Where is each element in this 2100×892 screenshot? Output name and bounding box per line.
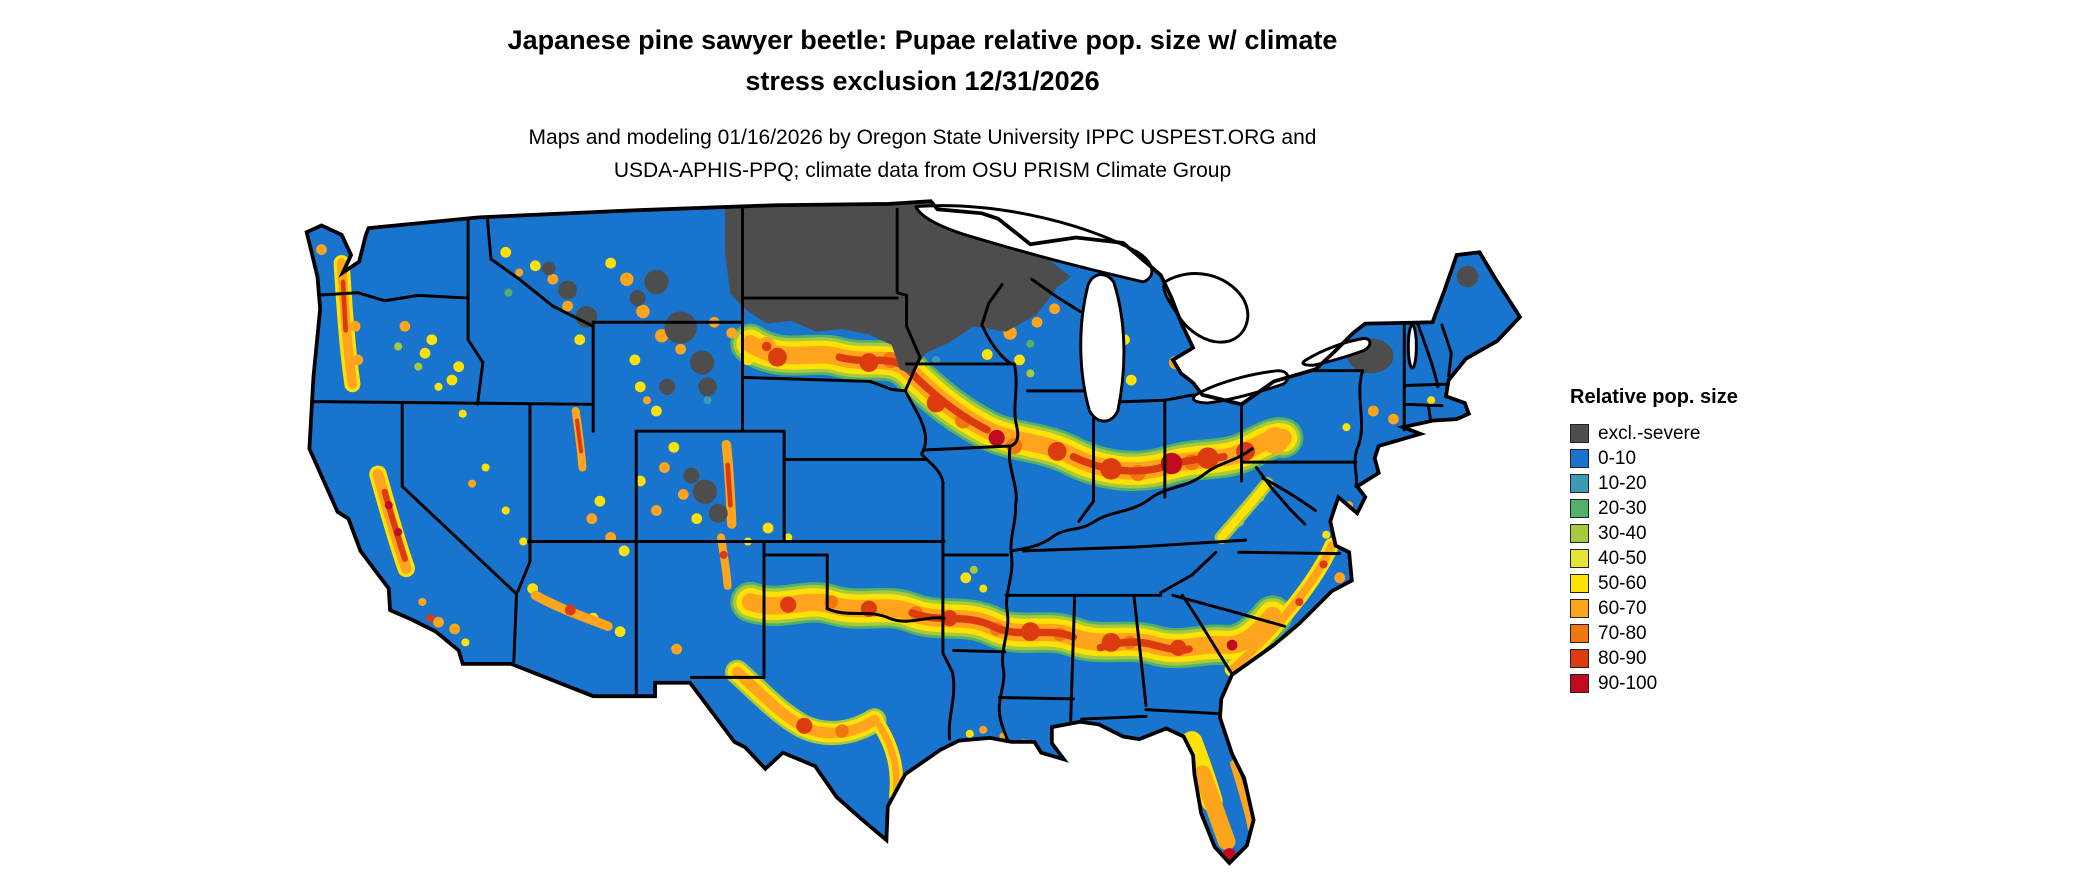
legend-label: 70-80 — [1598, 623, 1647, 644]
map-yellow-speckles — [419, 246, 1436, 738]
figure-title-line-2: stress exclusion 12/31/2026 — [745, 66, 1100, 96]
legend-entry: 20-30 — [1570, 496, 1830, 521]
legend-swatch — [1570, 424, 1589, 443]
legend-swatch — [1570, 574, 1589, 593]
us-map-container — [304, 198, 1528, 885]
lake-erie — [1191, 369, 1290, 405]
legend-entry: 80-90 — [1570, 646, 1830, 671]
lake-michigan — [1079, 273, 1126, 423]
legend-label: 0-10 — [1598, 448, 1637, 469]
legend-label: 80-90 — [1598, 648, 1647, 669]
legend-label: 20-30 — [1598, 498, 1647, 519]
legend-title: Relative pop. size — [1570, 386, 1738, 408]
legend-entry: 90-100 — [1570, 671, 1830, 696]
legend-swatch — [1570, 624, 1589, 643]
legend-entry: 10-20 — [1570, 471, 1830, 496]
figure-title: Japanese pine sawyer beetle: Pupae relat… — [0, 20, 1845, 102]
figure-subtitle-line-2: USDA-APHIS-PPQ; climate data from OSU PR… — [613, 159, 1232, 182]
figure-subtitle-line-1: Maps and modeling 01/16/2026 by Oregon S… — [528, 126, 1317, 149]
legend-label: 40-50 — [1598, 548, 1647, 569]
figure-subtitle: Maps and modeling 01/16/2026 by Oregon S… — [0, 121, 1845, 187]
legend-entry: 0-10 — [1570, 446, 1830, 471]
legend-label: 60-70 — [1598, 598, 1647, 619]
legend-swatch — [1570, 549, 1589, 568]
legend-swatch — [1570, 499, 1589, 518]
legend: Relative pop. size excl.-severe 0-10 10-… — [1570, 386, 1830, 696]
legend-entry: 70-80 — [1570, 621, 1830, 646]
us-map — [304, 199, 1522, 865]
state-borders — [310, 207, 1453, 747]
legend-label: 30-40 — [1598, 523, 1647, 544]
lake-huron — [1162, 272, 1250, 344]
lake-champlain — [1406, 323, 1418, 370]
legend-swatch — [1570, 599, 1589, 618]
legend-swatch — [1570, 649, 1589, 668]
legend-swatch — [1570, 449, 1589, 468]
legend-swatch — [1570, 674, 1589, 693]
legend-entry: 60-70 — [1570, 596, 1830, 621]
legend-entry: 40-50 — [1570, 546, 1830, 571]
legend-entry: excl.-severe — [1570, 421, 1830, 446]
legend-label: excl.-severe — [1598, 423, 1701, 444]
legend-entry: 30-40 — [1570, 521, 1830, 546]
great-lakes — [914, 204, 1418, 423]
legend-label: 50-60 — [1598, 573, 1647, 594]
legend-label: 10-20 — [1598, 473, 1647, 494]
map-red-blobs — [426, 341, 1328, 734]
legend-label: 90-100 — [1598, 673, 1658, 694]
legend-entry: 50-60 — [1570, 571, 1830, 596]
legend-swatch — [1570, 474, 1589, 493]
legend-items: excl.-severe 0-10 10-20 20-30 30-40 — [1570, 421, 1830, 696]
figure-title-line-1: Japanese pine sawyer beetle: Pupae relat… — [507, 25, 1338, 55]
legend-swatch — [1570, 524, 1589, 543]
